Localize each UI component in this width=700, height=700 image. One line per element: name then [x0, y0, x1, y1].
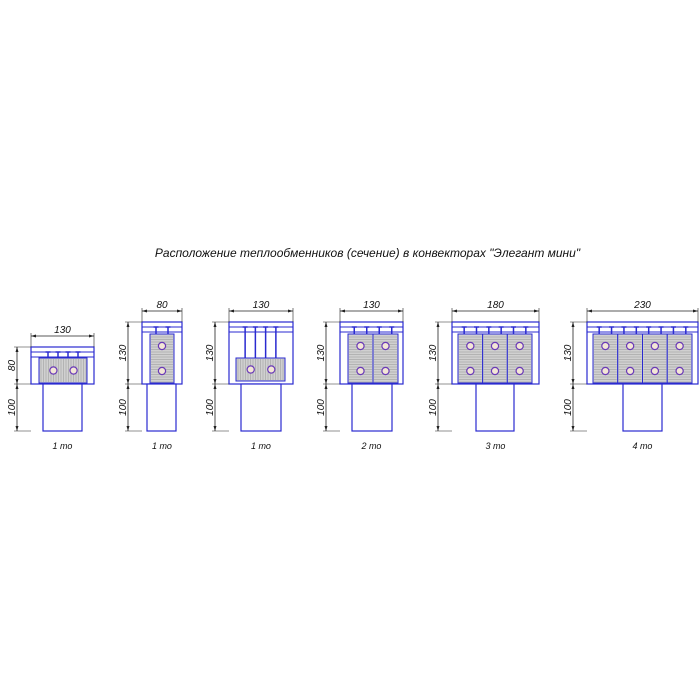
base-dimension-label: 100 [7, 399, 18, 416]
pipe-icon [157, 341, 167, 351]
pipe-icon [625, 341, 635, 351]
heat-exchanger-fins [617, 333, 643, 384]
pedestal [622, 383, 663, 432]
dimension-arrow [436, 384, 440, 431]
heat-exchanger-fins [642, 333, 668, 384]
height-dimension-label: 130 [205, 344, 216, 361]
pipe-icon [490, 366, 500, 376]
pipe-icon [625, 366, 635, 376]
pipe-icon [650, 341, 660, 351]
dimension-arrow [15, 384, 19, 431]
pipe-icon [515, 341, 524, 351]
section-caption: 2 то [361, 441, 382, 451]
heat-exchanger-module [617, 333, 643, 384]
heat-exchanger-module [666, 333, 693, 384]
heat-exchanger-fins [149, 333, 175, 384]
convector-section-2: 80 130 100 1 то [118, 300, 183, 451]
width-dimension-label: 180 [487, 300, 504, 311]
pipe-icon [650, 366, 660, 376]
dimension-arrow [213, 384, 217, 431]
height-dimension-label: 130 [428, 344, 439, 361]
heat-exchanger-module [482, 333, 508, 384]
base-dimension-label: 100 [428, 399, 439, 416]
convector-section-5: 180 130 100 3 то [428, 300, 540, 451]
pipe-icon [675, 341, 684, 351]
pipe-icon [490, 341, 500, 351]
heat-exchanger-module [592, 333, 619, 384]
pedestal [146, 383, 177, 432]
width-dimension-label: 130 [253, 300, 270, 311]
convector-section-1: 130 80 100 1 то [7, 325, 95, 451]
pipe-icon [69, 366, 78, 375]
pipe-icon [381, 366, 390, 376]
section-caption: 3 то [486, 441, 506, 451]
base-dimension-label: 100 [118, 399, 129, 416]
heat-exchanger-module [372, 333, 399, 384]
pedestal [240, 383, 282, 432]
height-dimension-label: 130 [316, 344, 327, 361]
section-caption: 1 то [251, 441, 271, 451]
height-dimension-label: 130 [563, 344, 574, 361]
pipe-icon [466, 341, 475, 351]
width-dimension-label: 80 [156, 300, 168, 311]
pipe-icon [157, 366, 167, 376]
section-caption: 4 то [633, 441, 653, 451]
heat-exchanger-module [38, 357, 88, 384]
pipe-icon [675, 366, 684, 376]
heat-exchanger-fins [506, 333, 533, 384]
pipe-icon [267, 365, 276, 374]
width-dimension-label: 230 [633, 300, 651, 311]
heat-exchanger-fins [372, 333, 399, 384]
heat-exchanger-fins [38, 357, 88, 384]
height-dimension-label: 130 [118, 344, 129, 361]
convector-section-4: 130 130 100 2 то [316, 300, 404, 451]
base-dimension-label: 100 [205, 399, 216, 416]
pipe-icon [381, 341, 390, 351]
pedestal [42, 383, 83, 432]
convector-section-3: 130 130 100 1 то [205, 300, 294, 451]
heat-exchanger-fins [592, 333, 619, 384]
section-caption: 1 то [152, 441, 172, 451]
pipe-icon [246, 365, 255, 374]
convector-section-6: 230 130 100 4 то [563, 300, 699, 451]
pipe-icon [515, 366, 524, 376]
diagram-title: Расположение теплообменников (сечение) в… [154, 246, 581, 260]
width-dimension-label: 130 [54, 325, 71, 336]
pedestal [351, 383, 393, 432]
pipe-icon [356, 366, 365, 376]
heat-exchanger-module [506, 333, 533, 384]
heat-exchanger-module [642, 333, 668, 384]
pipe-icon [49, 366, 58, 375]
pedestal [475, 383, 515, 432]
dimension-arrow [126, 384, 130, 431]
dimension-arrow [571, 384, 575, 431]
heat-exchanger-module [457, 333, 484, 384]
width-dimension-label: 130 [363, 300, 380, 311]
heat-exchanger-module [235, 357, 286, 382]
heat-exchanger-module [347, 333, 374, 384]
section-caption: 1 то [53, 441, 73, 451]
heat-exchanger-fins [482, 333, 508, 384]
pipe-icon [356, 341, 365, 351]
pipe-icon [601, 366, 610, 376]
heat-exchanger-fins [457, 333, 484, 384]
dimension-arrow [324, 384, 328, 431]
heat-exchanger-fins [666, 333, 693, 384]
heat-exchanger-fins [347, 333, 374, 384]
heat-exchanger-module [149, 333, 175, 384]
pipe-icon [466, 366, 475, 376]
base-dimension-label: 100 [563, 399, 574, 416]
height-dimension-label: 80 [7, 360, 18, 372]
pipe-icon [601, 341, 610, 351]
base-dimension-label: 100 [316, 399, 327, 416]
